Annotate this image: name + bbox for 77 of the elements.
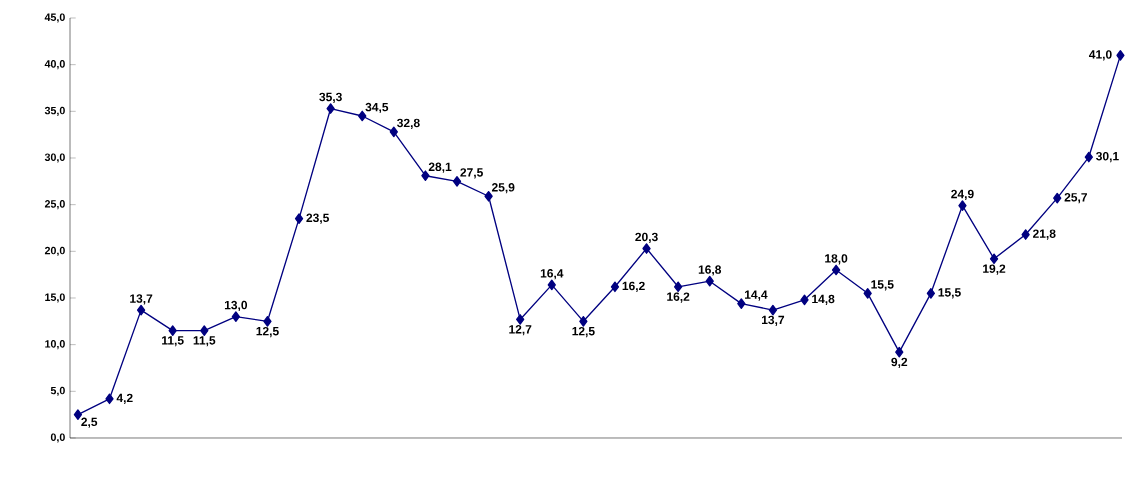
point [863,287,872,299]
point [484,190,493,202]
y-tick-label: 45,0 [44,13,65,23]
point [1053,192,1062,204]
y-tick-label: 25,0 [44,200,65,210]
point [958,200,967,211]
point [358,110,367,122]
point [1084,151,1093,163]
point [895,346,904,358]
data-label: 12,7 [509,325,532,336]
data-label: 30,1 [1096,151,1119,163]
point [737,298,746,309]
point [642,243,651,254]
point [800,294,809,306]
data-label: 32,8 [397,118,420,129]
data-label: 35,3 [319,92,342,103]
data-label: 14,8 [812,294,835,305]
y-tick-label: 20,0 [44,246,65,256]
point [452,175,462,187]
point [421,170,430,182]
data-label: 9,2 [891,357,908,368]
point [168,325,177,336]
data-label: 19,2 [983,264,1006,275]
data-label: 13,7 [130,294,153,305]
data-label: 20,3 [635,232,658,243]
data-label: 12,5 [572,326,595,338]
point [136,304,146,316]
data-label: 15,5 [871,280,894,291]
point [610,281,620,293]
point [263,315,272,327]
point [294,213,304,224]
data-label: 14,4 [745,290,768,301]
data-label: 16,8 [698,265,722,276]
data-label: 2,5 [81,417,98,428]
point [547,279,556,291]
point [326,103,335,114]
point [705,275,714,287]
y-tick-label: 30,0 [44,153,65,163]
y-tick-label: 15,0 [45,293,65,303]
point [768,304,778,316]
point [200,325,209,336]
data-label: 13,7 [761,315,785,326]
data-label: 16,2 [667,292,690,303]
data-label: 34,5 [365,102,389,114]
point [926,287,936,299]
data-label: 24,9 [951,189,974,200]
point [73,409,83,420]
data-label: 21,8 [1032,229,1056,240]
y-tick-label: 10,0 [45,340,65,350]
point [516,314,525,325]
y-tick-label: 5,0 [50,386,65,396]
data-label: 25,9 [491,183,515,194]
point [673,281,683,293]
data-label: 28,1 [428,162,452,173]
data-label: 41,0 [1088,50,1112,61]
data-label: 12,5 [256,326,279,338]
point [989,253,999,265]
point [231,311,241,322]
y-tick-label: 0,0 [50,433,65,443]
point [579,315,588,327]
point [105,393,114,405]
point [389,126,398,138]
data-label: 25,7 [1064,193,1087,204]
data-label: 13,0 [224,300,248,312]
data-label: 23,5 [306,213,329,224]
point [1021,229,1030,240]
data-label: 15,5 [938,288,961,299]
data-label: 18,0 [825,254,848,265]
y-tick-label: 35,0 [44,106,65,116]
data-label: 16,2 [622,281,645,292]
data-label: 11,5 [193,336,216,347]
y-tick-label: 40,0 [44,60,65,70]
data-label: 11,5 [162,336,184,347]
data-label: 4,2 [116,393,133,404]
data-label: 27,5 [460,168,483,179]
point [831,264,841,276]
data-label: 16,4 [540,269,564,280]
